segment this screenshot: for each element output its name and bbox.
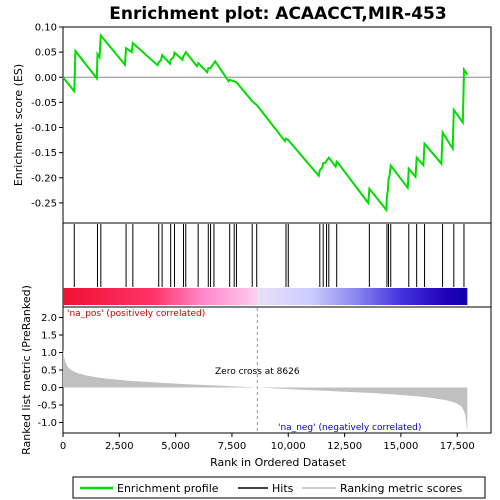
x-tick-label: 0	[60, 441, 66, 452]
metric-panel-frame	[62, 306, 492, 434]
x-tick-label: 2,500	[105, 441, 134, 452]
x-tick-label: 12,500	[327, 441, 362, 452]
metric-panel: 2.0 1.5 1.0 0.5 0.0 -0.5 -1.0 'na_pos' (positi…	[20, 285, 492, 455]
x-tick-label: 17,500	[440, 441, 475, 452]
legend-entry-metric: Ranking metric scores	[340, 482, 462, 495]
es-ytick-label: 0.10	[35, 23, 57, 34]
ranking-metric-area	[63, 349, 468, 432]
legend: Enrichment profile Hits Ranking metric s…	[72, 476, 486, 499]
es-ytick-label: -0.15	[31, 148, 57, 159]
es-ytick-label: 0.00	[35, 73, 57, 84]
x-tick-label: 7,500	[218, 441, 247, 452]
es-panel: 0.10 0.05 0.00 -0.05 -0.10 -0.15 -0.20 -0.25 En…	[12, 23, 492, 224]
metric-ylabel: Ranked list metric (PreRanked)	[20, 285, 33, 455]
metric-ytick-label: -1.0	[37, 418, 57, 429]
metric-ytick-label: 1.5	[41, 331, 57, 342]
pos-correlated-label: 'na_pos' (positively correlated)	[67, 309, 205, 319]
metric-ytick-label: -0.5	[37, 401, 57, 412]
chart-title: Enrichment plot: ACAACCT,MIR-453	[109, 4, 446, 24]
x-tick-label: 15,000	[383, 441, 418, 452]
rank-heatmap-bar	[63, 288, 468, 305]
es-ytick-label: -0.05	[31, 98, 57, 109]
metric-ytick-label: 2.0	[41, 313, 57, 324]
es-ytick-label: -0.25	[31, 198, 57, 209]
metric-ytick-label: 0.0	[41, 383, 57, 394]
x-axis-label: Rank in Ordered Dataset	[210, 456, 347, 469]
enrichment-profile-line	[62, 32, 469, 213]
legend-entry-profile: Enrichment profile	[117, 482, 219, 495]
metric-ytick-label: 1.0	[41, 348, 57, 359]
x-tick-label: 5,000	[161, 441, 190, 452]
es-ytick-label: -0.10	[31, 123, 57, 134]
es-ytick-label: -0.20	[31, 173, 57, 184]
x-tick-label: 10,000	[271, 441, 306, 452]
es-ylabel: Enrichment score (ES)	[12, 64, 25, 186]
es-panel-frame	[62, 26, 492, 224]
hits-panel	[62, 222, 492, 308]
metric-ytick-label: 0.5	[41, 366, 57, 377]
es-ytick-label: 0.05	[35, 48, 57, 59]
legend-frame	[72, 476, 486, 499]
x-axis: 0 2,500 5,000 7,500 10,000 12,500 15,000 17,500	[60, 433, 475, 452]
zero-cross-label: Zero cross at 8626	[215, 367, 300, 377]
neg-correlated-label: 'na_neg' (negatively correlated)	[278, 423, 421, 433]
legend-entry-hits: Hits	[272, 482, 294, 495]
